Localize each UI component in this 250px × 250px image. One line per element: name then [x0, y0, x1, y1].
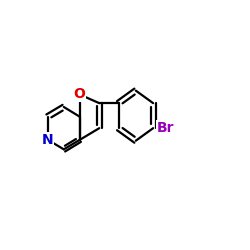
Text: O: O [74, 88, 86, 102]
Text: N: N [42, 133, 54, 147]
Text: Br: Br [156, 121, 174, 135]
